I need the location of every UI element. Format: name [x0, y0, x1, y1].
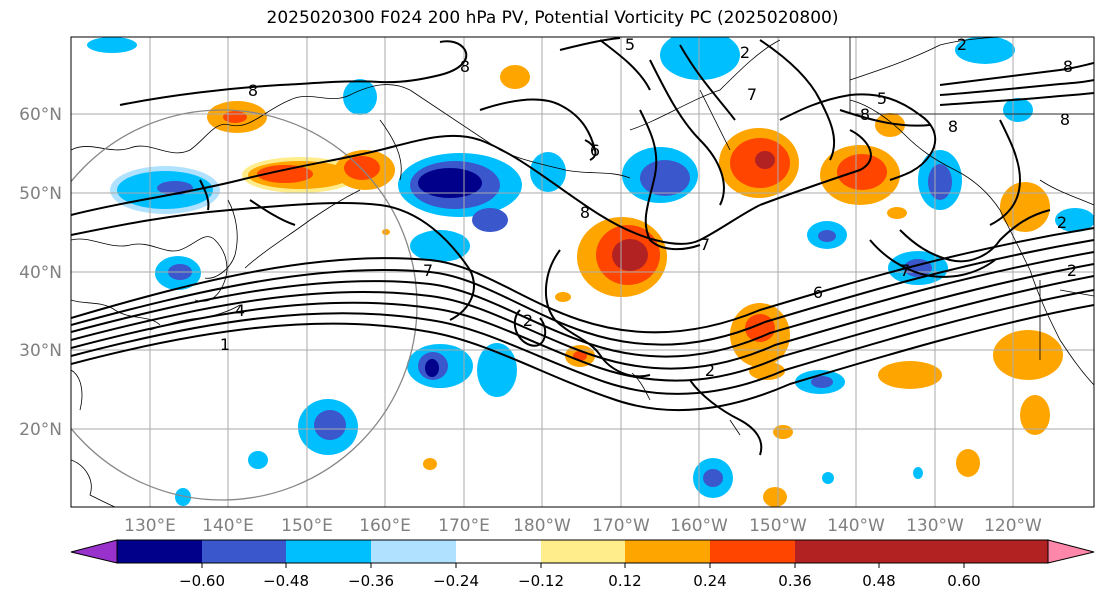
colorbar-segment	[625, 540, 710, 563]
colorbar-segment	[710, 540, 795, 563]
colorbar-frame	[116, 539, 1049, 564]
pv-contours	[71, 37, 1094, 456]
map-frame	[70, 36, 1095, 508]
colorbar-tick-label: −0.36	[348, 572, 394, 590]
colorbar-tick-label: 0.36	[778, 572, 811, 590]
colorbar-tick-label: −0.12	[518, 572, 564, 590]
colorbar-ticks	[201, 563, 965, 568]
lon-label: 150°W	[749, 516, 807, 536]
colorbar-extend-low	[70, 539, 118, 564]
colorbar-tick-labels: −0.60 −0.48 −0.36 −0.24 −0.12 0.12 0.24 …	[179, 572, 981, 590]
contour-label: 2	[1067, 261, 1077, 280]
colorbar: −0.60 −0.48 −0.36 −0.24 −0.12 0.12 0.24 …	[70, 539, 1095, 590]
lat-label: 60°N	[19, 105, 62, 125]
colorbar-segment	[202, 540, 286, 563]
lon-label: 140°E	[202, 516, 254, 536]
lat-label: 30°N	[19, 341, 62, 361]
colorbar-segment	[456, 540, 541, 563]
colorbar-tick-label: −0.24	[433, 572, 479, 590]
contour-label: 1	[220, 335, 230, 354]
contour-label: 7	[423, 261, 433, 280]
contour-label: 2	[1057, 213, 1067, 232]
contour-label: 5	[877, 89, 887, 108]
contour-label: 7	[900, 261, 910, 280]
contour-label: 6	[590, 141, 600, 160]
contour-label: 8	[248, 81, 258, 100]
colorbar-segment	[286, 540, 371, 563]
map-area: 8 5 2 2 7 8 6 8 8 7 5 8 8 2 4 1 7 2 6 2 …	[71, 35, 1094, 507]
lon-label: 170°E	[438, 516, 490, 536]
lon-label: 130°W	[906, 516, 964, 536]
contour-labels: 8 5 2 2 7 8 6 8 8 7 5 8 8 2 4 1 7 2 6 2 …	[220, 35, 1077, 380]
lon-label: 180°W	[513, 516, 571, 536]
latitude-labels: 60°N 50°N 40°N 30°N 20°N	[19, 105, 62, 440]
contour-label: 8	[580, 203, 590, 222]
colorbar-segment	[371, 540, 456, 563]
contour-label: 7	[747, 85, 757, 104]
contour-label: 2	[523, 311, 533, 330]
contour-label: 8	[1060, 110, 1070, 129]
lon-label: 150°E	[281, 516, 333, 536]
lon-label: 170°W	[592, 516, 650, 536]
contour-label: 4	[235, 301, 245, 320]
colorbar-tick-label: −0.60	[179, 572, 225, 590]
great-circle	[71, 109, 418, 501]
lon-label: 120°W	[984, 516, 1042, 536]
colorbar-tick-label: 0.48	[862, 572, 895, 590]
lat-label: 40°N	[19, 263, 62, 283]
contour-label: 5	[625, 35, 635, 54]
longitude-labels: 130°E 140°E 150°E 160°E 170°E 180°W 170°…	[124, 516, 1042, 536]
contour-label: 6	[813, 283, 823, 302]
contour-label: 8	[948, 117, 958, 136]
colorbar-tick-label: 0.60	[947, 572, 980, 590]
colorbar-tick-label: 0.24	[693, 572, 726, 590]
lat-label: 20°N	[19, 420, 62, 440]
colorbar-tick-label: 0.12	[608, 572, 641, 590]
pv-anomaly-fill	[87, 37, 1094, 507]
colorbar-segment	[795, 540, 879, 563]
contour-label: 7	[700, 235, 710, 254]
colorbar-segment	[879, 540, 964, 563]
colorbar-segment	[964, 540, 1048, 563]
lon-label: 130°E	[124, 516, 176, 536]
lat-label: 50°N	[19, 184, 62, 204]
colorbar-tick-label: −0.48	[263, 572, 309, 590]
lon-label: 140°W	[827, 516, 885, 536]
contour-label: 2	[705, 361, 715, 380]
lon-label: 160°W	[670, 516, 728, 536]
contour-label: 8	[860, 105, 870, 124]
contour-label: 2	[740, 43, 750, 62]
contour-label: 8	[460, 57, 470, 76]
map-title: 2025020300 F024 200 hPa PV, Potential Vo…	[266, 8, 839, 28]
lon-label: 160°E	[359, 516, 411, 536]
contour-label: 2	[957, 35, 967, 54]
colorbar-extend-high	[1047, 539, 1095, 564]
contour-label: 8	[1063, 57, 1073, 76]
colorbar-segment	[541, 540, 625, 563]
colorbar-segment	[117, 540, 202, 563]
